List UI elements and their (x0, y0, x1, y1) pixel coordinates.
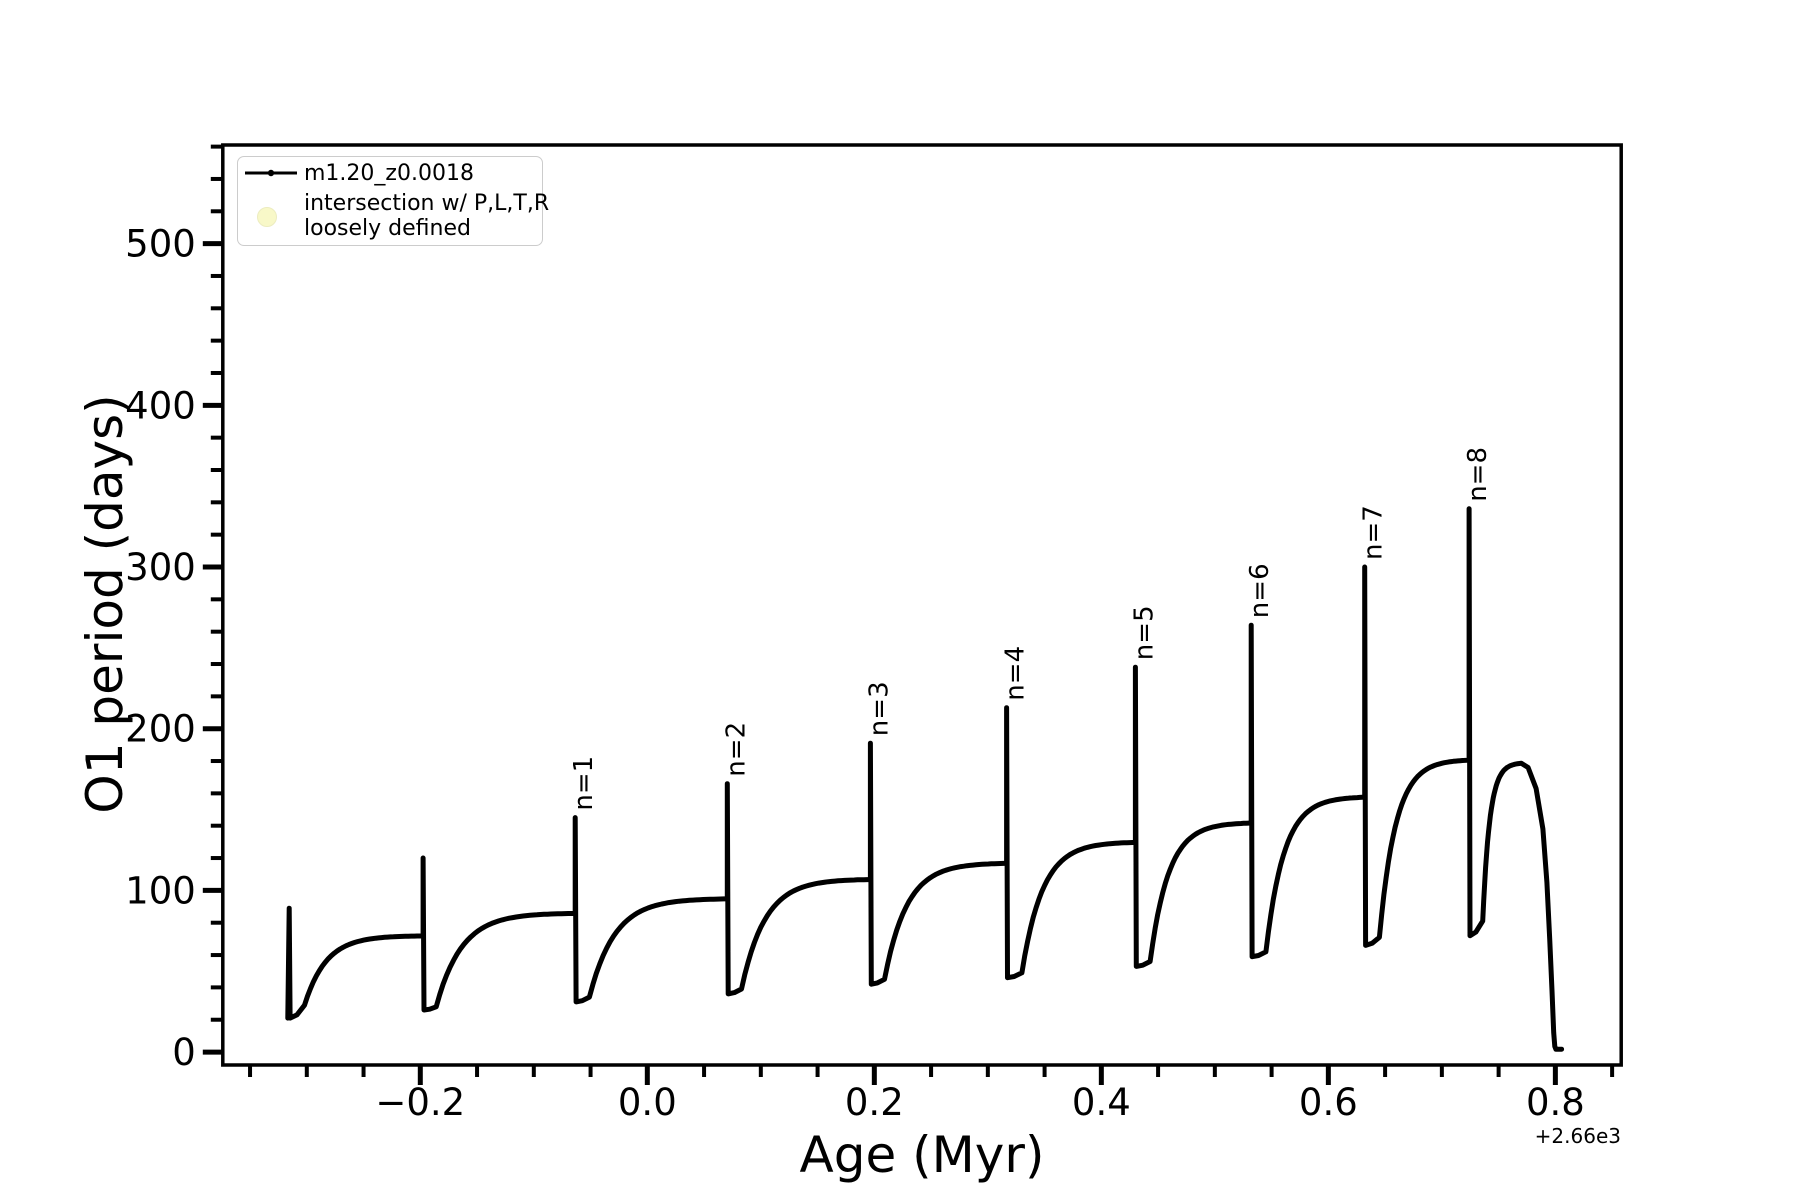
legend-label-intersection-line2: loosely defined (304, 216, 471, 241)
legend-label-series: m1.20_z0.0018 (304, 161, 474, 186)
spike-label: n=4 (1001, 646, 1031, 701)
x-tick-label: 0.0 (618, 1081, 677, 1124)
y-tick-label: 300 (125, 546, 196, 589)
legend-label-intersection: intersection w/ P,L,T,R loosely defined (304, 191, 549, 241)
spike-label: n=8 (1463, 447, 1493, 502)
spike-label: n=2 (721, 722, 751, 777)
spike-label: n=6 (1245, 563, 1275, 618)
legend-intersection-marker-icon (257, 207, 277, 227)
series-line (285, 506, 1565, 1052)
spike-label: n=3 (864, 681, 894, 736)
y-tick-label: 400 (125, 384, 196, 427)
x-axis-offset-text: +2.66e3 (1534, 1124, 1621, 1148)
y-axis-label: O1 period (days) (76, 394, 134, 814)
x-tick-label: 0.2 (845, 1081, 904, 1124)
x-tick-label: −0.2 (375, 1081, 465, 1124)
y-tick-label: 100 (125, 869, 196, 912)
x-tick-label: 0.4 (1072, 1081, 1131, 1124)
spike-label: n=5 (1129, 605, 1159, 660)
x-tick-label: 0.8 (1526, 1081, 1585, 1124)
y-tick-label: 500 (125, 223, 196, 266)
y-tick-label: 200 (125, 708, 196, 751)
spike-label: n=1 (569, 756, 599, 811)
legend-line-sample-icon (245, 169, 297, 177)
legend-label-intersection-line1: intersection w/ P,L,T,R (304, 191, 550, 216)
spike-label: n=7 (1359, 505, 1389, 560)
axes-spines (221, 143, 1623, 1067)
y-tick-label: 0 (172, 1031, 196, 1074)
x-axis-label: Age (Myr) (799, 1126, 1045, 1184)
x-tick-label: 0.6 (1299, 1081, 1358, 1124)
legend: m1.20_z0.0018 intersection w/ P,L,T,R lo… (237, 156, 549, 246)
